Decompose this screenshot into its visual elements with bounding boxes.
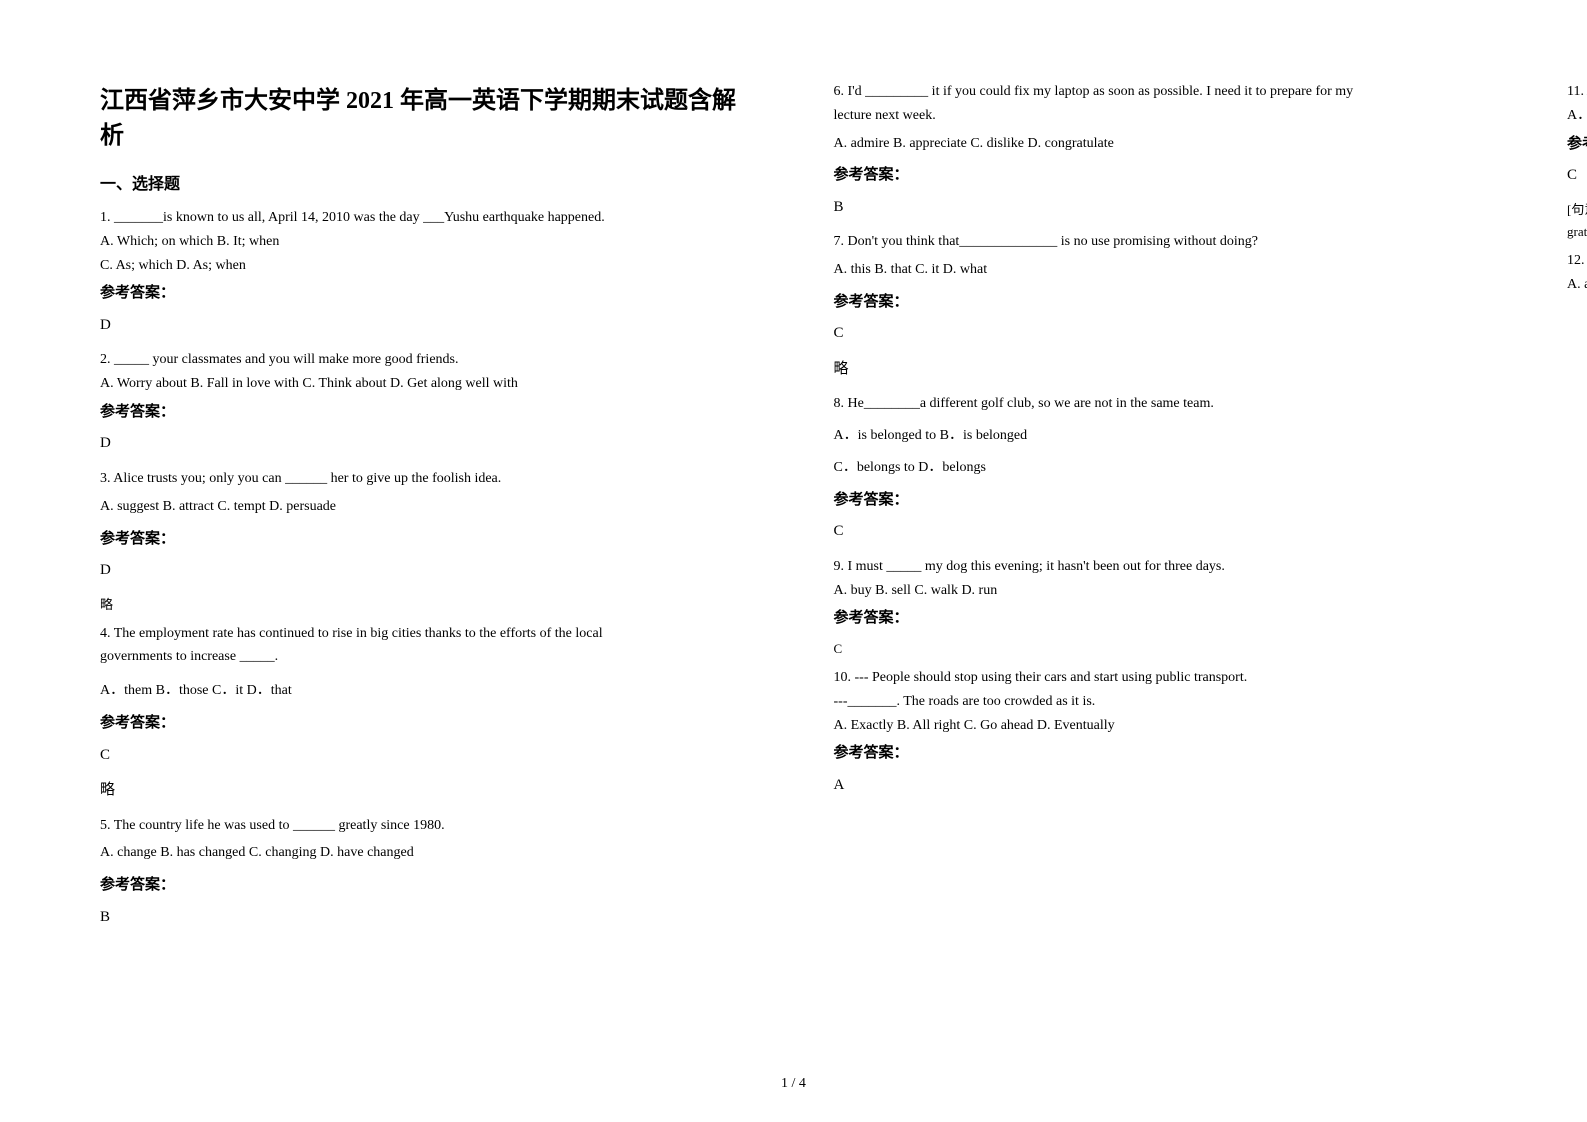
q1-stem: 1. _______is known to us all, April 14, … (100, 206, 754, 230)
question-5: 5. The country life he was used to _____… (100, 814, 754, 931)
q6-answer-block: 参考答案： B (834, 163, 1488, 220)
q3-stem: 3. Alice trusts you; only you can ______… (100, 467, 754, 491)
q2-answer: D (100, 431, 754, 457)
q2-stem: 2. _____ your classmates and you will ma… (100, 348, 754, 372)
q8-answer: C (834, 519, 1488, 545)
question-6: 6. I'd _________ it if you could fix my … (834, 80, 1488, 155)
page-title: 江西省萍乡市大安中学 2021 年高一英语下学期期末试题含解析 (100, 80, 754, 150)
question-2: 2. _____ your classmates and you will ma… (100, 348, 754, 457)
q10-stem-line1: 10. --- People should stop using their c… (834, 666, 1488, 690)
question-3: 3. Alice trusts you; only you can ______… (100, 467, 754, 616)
answer-label: 参考答案： (834, 606, 1488, 632)
answer-label: 参考答案： (834, 163, 1488, 189)
q9-answer: C (834, 638, 1488, 660)
question-1: 1. _______is known to us all, April 14, … (100, 206, 754, 338)
q3-note: 略 (100, 594, 754, 616)
answer-label: 参考答案： (100, 400, 754, 426)
q4-note: 略 (100, 778, 754, 804)
answer-label: 参考答案： (100, 711, 754, 737)
q11-answer: C (1567, 163, 1587, 189)
q4-stem-line2: governments to increase _____. (100, 645, 754, 669)
q11-stem: 11. Alice is ________ and can be trusted… (1567, 80, 1587, 104)
q9-stem: 9. I must _____ my dog this evening; it … (834, 555, 1488, 579)
q10-stem-line2: ---_______. The roads are too crowded as… (834, 690, 1488, 714)
question-7: 7. Don't you think that______________ is… (834, 230, 1488, 382)
q5-answer: B (100, 905, 754, 931)
q10-answer: A (834, 773, 1488, 799)
question-4: 4. The employment rate has continued to … (100, 622, 754, 804)
q4-stem-line1: 4. The employment rate has continued to … (100, 622, 754, 646)
q7-opts: A. this B. that C. it D. what (834, 258, 1488, 282)
q4-answer: C (100, 743, 754, 769)
question-11: 11. Alice is ________ and can be trusted… (1567, 80, 1587, 243)
q2-opts: A. Worry about B. Fall in love with C. T… (100, 372, 754, 396)
q10-opts: A. Exactly B. All right C. Go ahead D. E… (834, 714, 1488, 738)
answer-label: 参考答案： (834, 741, 1488, 767)
q8-opts-row2: C．belongs to D．belongs (834, 456, 1488, 480)
q6-stem-line2: lecture next week. (834, 104, 1488, 128)
answer-label: 参考答案： (834, 488, 1488, 514)
page-footer: 1 / 4 (0, 1076, 1587, 1092)
answer-label: 参考答案： (100, 281, 754, 307)
q11-opts: A．stubborn B．grateful C．reliable D．anxio… (1567, 104, 1587, 128)
q1-opts-row2: C. As; which D. As; when (100, 254, 754, 278)
q7-answer: C (834, 321, 1488, 347)
question-12: 12. It must be _____great fun to play ch… (1567, 249, 1587, 297)
question-9: 9. I must _____ my dog this evening; it … (834, 555, 1488, 660)
q3-opts: A. suggest B. attract C. tempt D. persua… (100, 495, 754, 519)
q7-note: 略 (834, 357, 1488, 383)
q5-stem: 5. The country life he was used to _____… (100, 814, 754, 838)
question-8: 8. He________a different golf club, so w… (834, 392, 1488, 544)
q6-stem-line1: 6. I'd _________ it if you could fix my … (834, 80, 1488, 104)
answer-label: 参考答案： (1567, 132, 1587, 158)
q7-stem: 7. Don't you think that______________ is… (834, 230, 1488, 254)
q8-opts-row1: A．is belonged to B．is belonged (834, 424, 1488, 448)
q4-opts: A．them B．those C．it D．that (100, 679, 754, 703)
answer-label: 参考答案： (100, 873, 754, 899)
q6-opts: A. admire B. appreciate C. dislike D. co… (834, 132, 1488, 156)
q8-stem: 8. He________a different golf club, so w… (834, 392, 1488, 416)
answer-label: 参考答案： (834, 290, 1488, 316)
q12-opts: A. a B. the C. / D. an (1567, 273, 1587, 297)
section-heading: 一、选择题 (100, 170, 754, 194)
question-10: 10. --- People should stop using their c… (834, 666, 1488, 798)
q1-opts-row1: A. Which; on which B. It; when (100, 230, 754, 254)
q12-stem: 12. It must be _____great fun to play ch… (1567, 249, 1587, 273)
q9-opts: A. buy B. sell C. walk D. run (834, 579, 1488, 603)
q6-answer: B (834, 195, 1488, 221)
q1-answer: D (100, 313, 754, 339)
answer-label: 参考答案： (100, 527, 754, 553)
q5-opts: A. change B. has changed C. changing D. … (100, 841, 754, 865)
q11-note: [句意：爱丽丝很可靠(reliable)且值得信赖。她工作努力，从来不会辜负人们… (1567, 199, 1587, 243)
q3-answer: D (100, 558, 754, 584)
